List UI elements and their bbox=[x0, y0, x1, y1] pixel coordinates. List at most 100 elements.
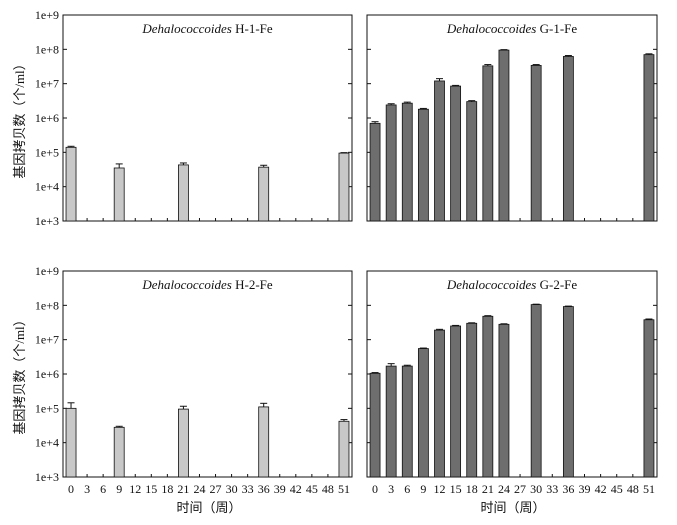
bar bbox=[450, 85, 462, 222]
panel-title-sample: G-1-Fe bbox=[536, 21, 577, 36]
x-tick-label: 48 bbox=[322, 482, 334, 496]
x-tick-label: 48 bbox=[627, 482, 639, 496]
x-tick-label: 12 bbox=[434, 482, 446, 496]
plot-frame bbox=[62, 270, 353, 478]
y-axis-title-bottom: 基因拷贝数（个/ml） bbox=[12, 313, 27, 434]
bar bbox=[258, 166, 270, 222]
x-tick-label: 18 bbox=[161, 482, 173, 496]
y-tick-label: 1e+5 bbox=[35, 401, 59, 415]
panel-title-sample: H-1-Fe bbox=[232, 21, 273, 36]
bar bbox=[562, 306, 574, 478]
bar bbox=[178, 408, 189, 478]
panel-title-organism: Dehalococcoides bbox=[141, 21, 232, 36]
x-tick-label: 51 bbox=[338, 482, 350, 496]
panel-title-organism: Dehalococcoides bbox=[141, 277, 232, 292]
x-tick-label: 3 bbox=[84, 482, 90, 496]
panel-title-sample: H-2-Fe bbox=[232, 277, 273, 292]
y-tick-label: 1e+5 bbox=[35, 145, 59, 159]
y-tick-label: 1e+8 bbox=[35, 42, 59, 56]
x-tick-label: 33 bbox=[242, 482, 254, 496]
y-axis-title-top: 基因拷贝数（个/ml） bbox=[12, 57, 27, 178]
plot-frame bbox=[62, 14, 353, 222]
panel-title: Dehalococcoides G-1-Fe bbox=[446, 21, 578, 36]
bar bbox=[385, 104, 397, 222]
panel-title: Dehalococcoides G-2-Fe bbox=[446, 277, 578, 292]
bar bbox=[178, 164, 189, 222]
bar bbox=[258, 406, 270, 478]
bar bbox=[466, 322, 478, 478]
bar bbox=[65, 407, 77, 478]
panel-title: Dehalococcoides H-1-Fe bbox=[141, 21, 273, 36]
x-tick-label: 24 bbox=[498, 482, 510, 496]
bar bbox=[530, 304, 542, 478]
bar bbox=[466, 101, 478, 222]
bar bbox=[498, 323, 510, 478]
bar bbox=[113, 426, 125, 478]
x-tick-label: 18 bbox=[466, 482, 478, 496]
x-tick-label: 12 bbox=[129, 482, 141, 496]
x-axis-title-right: 时间（周） bbox=[480, 500, 545, 515]
panel-title-organism: Dehalococcoides bbox=[446, 277, 537, 292]
x-tick-label: 0 bbox=[372, 482, 378, 496]
y-tick-label: 1e+8 bbox=[35, 298, 59, 312]
x-tick-label: 21 bbox=[177, 482, 189, 496]
x-tick-label: 27 bbox=[514, 482, 526, 496]
panel-title: Dehalococcoides H-2-Fe bbox=[141, 277, 273, 292]
bar bbox=[530, 65, 542, 222]
bar bbox=[385, 365, 397, 478]
y-tick-label: 1e+9 bbox=[35, 8, 59, 22]
x-tick-label: 9 bbox=[116, 482, 122, 496]
bar bbox=[113, 167, 125, 222]
y-tick-label: 1e+7 bbox=[35, 333, 59, 347]
bar bbox=[65, 146, 77, 222]
x-tick-label: 39 bbox=[579, 482, 591, 496]
x-tick-label: 36 bbox=[258, 482, 270, 496]
bar bbox=[417, 108, 429, 222]
bar bbox=[401, 102, 413, 222]
bar bbox=[434, 329, 445, 478]
bar bbox=[401, 365, 413, 478]
x-axis-title-left: 时间（周） bbox=[176, 500, 241, 515]
y-tick-label: 1e+7 bbox=[35, 77, 59, 91]
y-tick-label: 1e+3 bbox=[35, 214, 59, 228]
x-tick-label: 15 bbox=[450, 482, 462, 496]
bar bbox=[434, 80, 445, 222]
bar bbox=[482, 315, 494, 478]
panel-g1fe: Dehalococcoides G-1-Fe bbox=[366, 14, 658, 222]
x-tick-label: 3 bbox=[388, 482, 394, 496]
x-tick-label: 36 bbox=[562, 482, 574, 496]
x-tick-label: 45 bbox=[306, 482, 318, 496]
panel-h2fe: 1e+31e+41e+51e+61e+71e+81e+90 3 6 9 12 15 18 21… bbox=[35, 264, 353, 496]
y-tick-label: 1e+9 bbox=[35, 264, 59, 278]
bar bbox=[498, 49, 510, 222]
x-tick-label: 30 bbox=[530, 482, 542, 496]
bar bbox=[417, 348, 429, 478]
x-tick-label: 39 bbox=[274, 482, 286, 496]
x-tick-label: 21 bbox=[482, 482, 494, 496]
x-tick-label: 30 bbox=[226, 482, 238, 496]
x-tick-label: 27 bbox=[210, 482, 222, 496]
y-tick-label: 1e+6 bbox=[35, 367, 59, 381]
x-tick-label: 0 bbox=[68, 482, 74, 496]
bar bbox=[338, 420, 350, 478]
x-tick-label: 9 bbox=[420, 482, 426, 496]
bar bbox=[338, 152, 350, 222]
bar bbox=[369, 122, 381, 222]
x-tick-label: 6 bbox=[100, 482, 106, 496]
x-tick-label: 45 bbox=[611, 482, 623, 496]
panel-h1fe: 1e+3 1e+4 1e+5 1e+6 1e+7 1e+8 1e+9 Dehalococcoi… bbox=[35, 8, 353, 228]
panel-g2fe: 0 3 6 9 12 15 18 21 24 27 30 33 36 39 42 45 48 51Dehaloco… bbox=[366, 270, 658, 496]
x-tick-label: 51 bbox=[643, 482, 655, 496]
x-tick-label: 42 bbox=[595, 482, 607, 496]
y-tick-label: 1e+4 bbox=[35, 436, 59, 450]
y-tick-label: 1e+6 bbox=[35, 111, 59, 125]
y-tick-label: 1e+4 bbox=[35, 180, 59, 194]
x-tick-label: 6 bbox=[404, 482, 410, 496]
x-tick-label: 24 bbox=[193, 482, 205, 496]
y-tick-label: 1e+3 bbox=[35, 470, 59, 484]
bar bbox=[369, 372, 381, 478]
x-tick-label: 33 bbox=[546, 482, 558, 496]
bar bbox=[562, 56, 574, 222]
panel-title-sample: G-2-Fe bbox=[536, 277, 577, 292]
